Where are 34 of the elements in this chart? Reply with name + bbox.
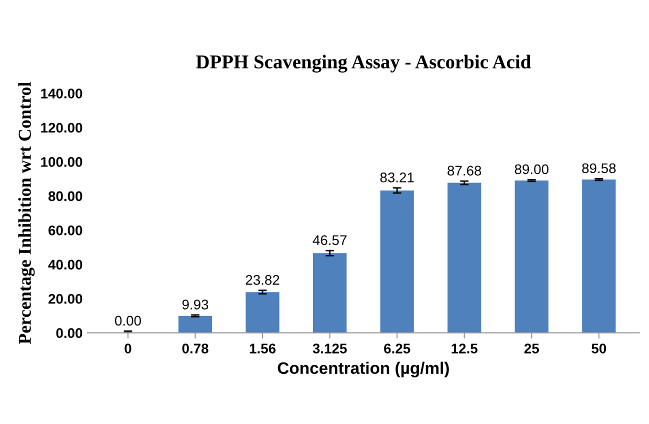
x-tick-label: 6.25 xyxy=(384,344,410,354)
data-label: 23.82 xyxy=(246,275,280,285)
data-label: 87.68 xyxy=(448,166,482,176)
bar xyxy=(514,180,548,333)
x-tick-label: 25 xyxy=(524,344,539,354)
data-label: 89.00 xyxy=(514,164,548,174)
data-label: 89.58 xyxy=(582,163,616,174)
y-axis-title: Percentage Inhibition wrt Control xyxy=(18,82,35,344)
bar xyxy=(312,253,347,333)
bar xyxy=(178,316,212,333)
data-label: 9.93 xyxy=(182,300,208,310)
y-tick-label: 20.00 xyxy=(48,294,82,304)
x-tick-label: 0.78 xyxy=(182,344,208,354)
bar xyxy=(380,190,414,333)
y-tick-label: 120.00 xyxy=(41,122,82,133)
x-tick-label: 50 xyxy=(592,344,606,354)
y-tick-label: 140.00 xyxy=(41,88,82,98)
bar xyxy=(246,292,280,333)
data-label: 0.00 xyxy=(115,316,141,326)
y-tick-label: 80.00 xyxy=(48,191,82,202)
y-tick-label: 100.00 xyxy=(41,157,82,167)
x-tick-label: 1.56 xyxy=(250,344,276,354)
bar xyxy=(448,182,482,333)
y-tick-label: 40.00 xyxy=(48,260,82,270)
x-tick-label: 0 xyxy=(124,344,132,354)
x-tick-label: 12.5 xyxy=(452,344,478,354)
y-tick-label: 0.00 xyxy=(56,328,82,338)
data-label: 83.21 xyxy=(380,172,414,182)
y-tick-label: 60.00 xyxy=(48,226,82,236)
data-label: 46.57 xyxy=(312,235,346,246)
x-tick-label: 3.125 xyxy=(312,344,347,354)
x-axis-title: Concentration (µg/ml) xyxy=(278,362,449,378)
bar xyxy=(582,180,616,333)
chart-title: DPPH Scavenging Assay - Ascorbic Acid xyxy=(196,54,531,73)
